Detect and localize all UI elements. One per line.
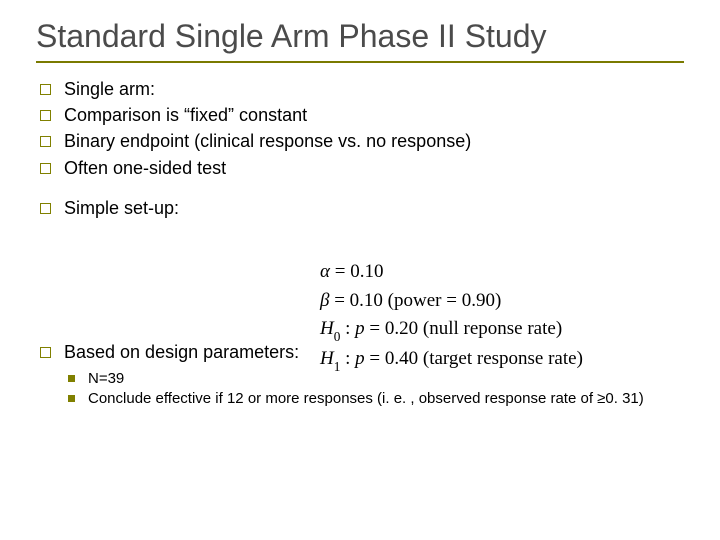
- list-item: N=39: [64, 369, 684, 389]
- list-item: Conclude effective if 12 or more respons…: [64, 389, 684, 409]
- list-item-text: Often one-sided test: [64, 158, 226, 178]
- list-item: Binary endpoint (clinical response vs. n…: [36, 129, 684, 153]
- formula-symbol: p: [355, 318, 365, 339]
- title-rule: [36, 61, 684, 63]
- sub-bullet-group: N=39 Conclude effective if 12 or more re…: [64, 369, 684, 410]
- slide: Standard Single Arm Phase II Study Singl…: [0, 0, 720, 540]
- bullet-group-2: Simple set-up:: [36, 196, 684, 220]
- list-item-text: Single arm:: [64, 79, 155, 99]
- list-item: Often one-sided test: [36, 156, 684, 180]
- slide-title: Standard Single Arm Phase II Study: [36, 18, 684, 55]
- list-item-text: Simple set-up:: [64, 198, 179, 218]
- formula-text: = 0.10 (power = 0.90): [329, 290, 501, 311]
- formula-line: α = 0.10: [320, 258, 583, 287]
- list-item-text: N=39: [88, 370, 124, 387]
- formula-text: = 0.20 (null reponse rate): [365, 318, 563, 339]
- list-item: Simple set-up:: [36, 196, 684, 220]
- list-item-text: Based on design parameters:: [64, 342, 299, 362]
- list-item-text: Comparison is “fixed” constant: [64, 105, 307, 125]
- list-item: Comparison is “fixed” constant: [36, 103, 684, 127]
- list-item-text: Conclude effective if 12 or more respons…: [88, 390, 644, 407]
- formula-line: β = 0.10 (power = 0.90): [320, 287, 583, 316]
- formula-text: :: [340, 318, 355, 339]
- formula-text: = 0.10: [330, 261, 383, 282]
- bullet-group-1: Single arm: Comparison is “fixed” consta…: [36, 77, 684, 180]
- formula-symbol: α: [320, 261, 330, 282]
- list-item: Single arm:: [36, 77, 684, 101]
- formula-symbol: H: [320, 318, 334, 339]
- list-item-text: Binary endpoint (clinical response vs. n…: [64, 131, 471, 151]
- bullet-group-3: Based on design parameters: N=39 Conclud…: [36, 340, 684, 409]
- list-item: Based on design parameters: N=39 Conclud…: [36, 340, 684, 409]
